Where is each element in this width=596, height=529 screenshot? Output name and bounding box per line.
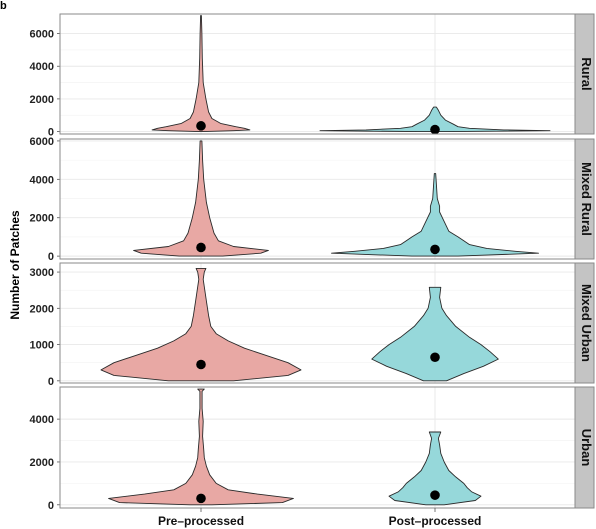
median-point-pre-processed <box>196 359 206 370</box>
median-point-post-processed <box>430 490 440 500</box>
facet-strip <box>574 262 595 384</box>
panel-background <box>60 387 575 508</box>
panel-background <box>60 139 575 259</box>
y-tick-label: 0 <box>48 127 54 139</box>
facet-strip-label: Urban <box>579 429 594 467</box>
x-tick-label: Pre–processed <box>158 514 244 528</box>
figure-panel-label: b <box>0 0 7 12</box>
violin-post-processed <box>388 431 482 506</box>
facet-strip <box>574 13 595 135</box>
facet-panel-rural: 0 2000 4000 6000 Rural <box>30 13 595 139</box>
facet-strip-label: Rural <box>579 57 594 90</box>
facet-strip-label: Mixed Rural <box>579 162 594 236</box>
facet-panel-urban: 0 2000 4000 Urban <box>30 386 595 512</box>
median-point-post-processed <box>430 244 440 255</box>
median-point-pre-processed <box>196 121 206 131</box>
facet-strip <box>574 386 595 509</box>
y-tick-label: 0 <box>48 500 54 512</box>
y-tick-label: 1000 <box>30 340 54 352</box>
x-tick-label: Post–processed <box>389 514 482 528</box>
facet-strip-label: Mixed Urban <box>579 284 594 362</box>
violin-pre-processed <box>108 388 294 506</box>
y-tick-label: 4000 <box>30 61 54 73</box>
median-point-pre-processed <box>196 242 206 253</box>
y-tick-label: 6000 <box>30 136 54 148</box>
violin-pre-processed <box>151 15 251 133</box>
y-axis-label: Number of Patches <box>8 210 22 320</box>
y-tick-label: 2000 <box>30 303 54 315</box>
median-point-pre-processed <box>196 493 206 504</box>
y-tick-label: 2000 <box>30 213 54 225</box>
panel-background <box>60 14 575 134</box>
violin-pre-processed <box>133 140 269 257</box>
y-tick-label: 4000 <box>30 414 54 426</box>
y-tick-label: 0 <box>48 251 54 263</box>
facet-panels: 0 2000 4000 6000 Rural 0 2000 4000 6000 Mixed Rur… <box>30 13 595 512</box>
facet-panel-mixed-urban: 0 1000 2000 3000 Mixed Urban <box>30 262 595 388</box>
violin-post-processed <box>371 286 499 382</box>
y-tick-label: 2000 <box>30 457 54 469</box>
facet-strip <box>574 138 595 260</box>
y-tick-label: 4000 <box>30 174 54 186</box>
y-tick-label: 0 <box>48 376 54 388</box>
violin-post-processed <box>331 173 539 257</box>
median-point-post-processed <box>430 124 440 135</box>
facet-panel-mixed-rural: 0 2000 4000 6000 Mixed Rural <box>30 136 595 263</box>
violin-post-processed <box>319 106 551 133</box>
y-tick-label: 6000 <box>30 29 54 41</box>
y-tick-label: 3000 <box>30 267 54 279</box>
y-tick-label: 2000 <box>30 94 54 106</box>
x-axis-tick-labels: Pre–processed Post–processed <box>158 508 481 528</box>
median-point-post-processed <box>430 352 440 363</box>
violin-pre-processed <box>100 267 302 382</box>
